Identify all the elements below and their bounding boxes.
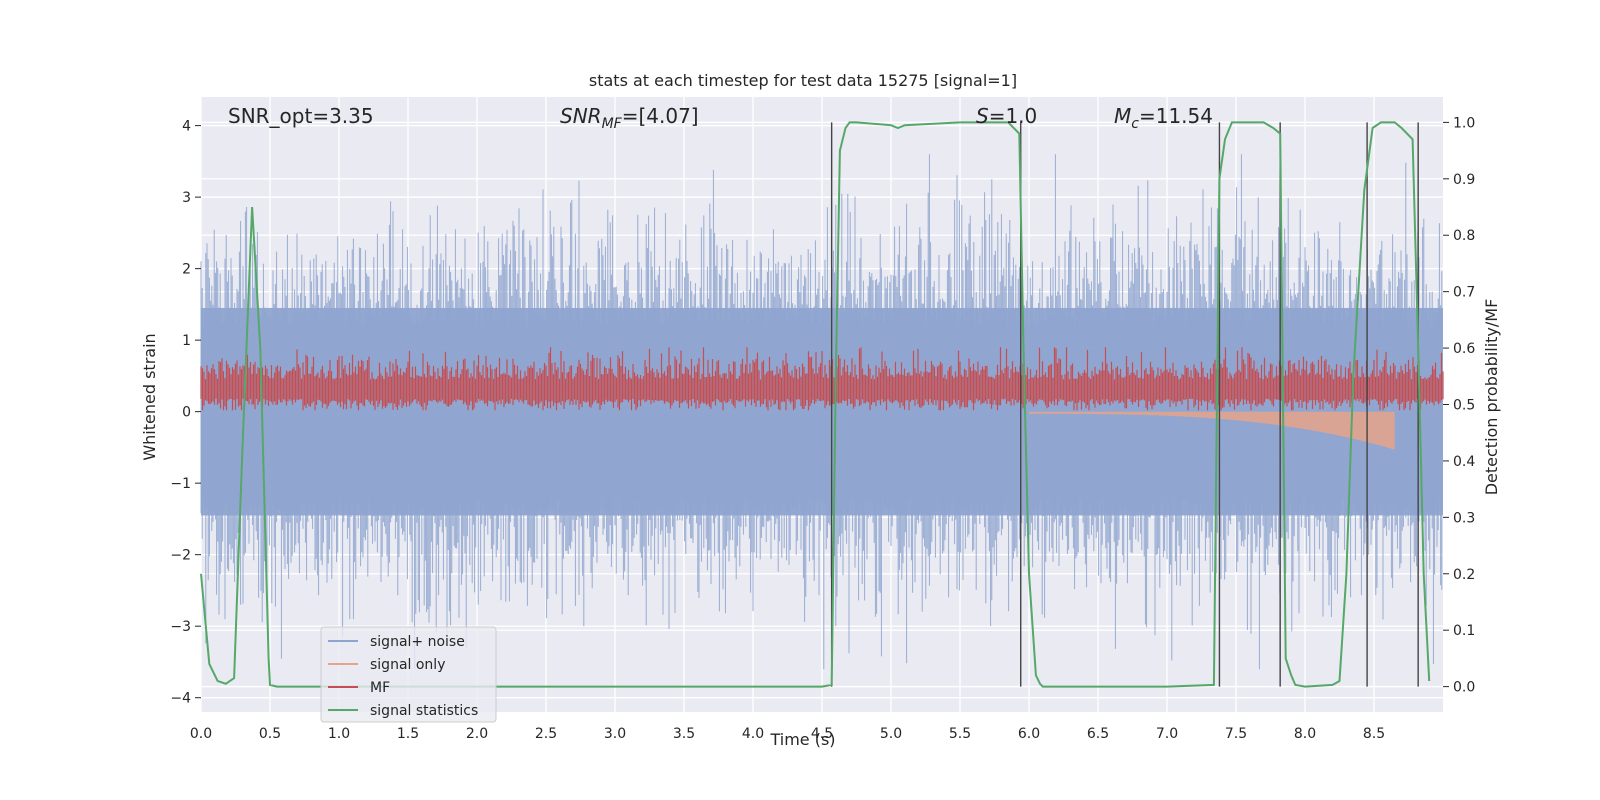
annotation-s-main: S <box>976 104 989 128</box>
y2-tick-label: 0.3 <box>1453 510 1475 526</box>
y-axis-ticks: −4 −3 −2 −1 0 1 2 3 4 <box>170 119 201 707</box>
signal-statistics-line <box>200 121 1431 688</box>
y2-tick-label: 0.0 <box>1453 680 1475 696</box>
x-tick-label: 8.5 <box>1363 726 1385 742</box>
x-tick-label: 0.0 <box>190 726 212 742</box>
x-tick-label: 0.5 <box>259 726 281 742</box>
x-tick-label: 5.5 <box>949 726 971 742</box>
y2-axis-label: Detection probability/MF <box>1482 299 1501 496</box>
x-tick-label: 1.5 <box>397 726 419 742</box>
signal-only-trace <box>1029 411 1395 450</box>
legend-label: signal only <box>370 657 445 673</box>
legend-entries: signal+ noise signal only MF signal statist… <box>328 634 478 719</box>
x-tick-label: 8.0 <box>1294 726 1316 742</box>
y-axis-label: Whitened strain <box>140 333 159 460</box>
legend-label: signal+ noise <box>370 634 465 650</box>
y2-tick-label: 0.7 <box>1453 285 1475 301</box>
y-tick-label: −4 <box>170 691 191 707</box>
x-axis-ticks: 0.0 0.5 1.0 1.5 2.0 2.5 3.0 3.5 4.0 4.5 5.0 5.5 6.0 6… <box>190 726 1385 742</box>
legend-label: signal statistics <box>370 703 478 719</box>
x-tick-label: 2.5 <box>535 726 557 742</box>
mf-trace <box>200 347 1444 411</box>
x-axis-label: Time (s) <box>769 730 835 749</box>
x-tick-label: 6.5 <box>1087 726 1109 742</box>
y-tick-label: 1 <box>182 333 191 349</box>
annotation-mc-main: M <box>1114 104 1131 128</box>
x-tick-label: 7.5 <box>1225 726 1247 742</box>
x-tick-label: 4.5 <box>811 726 833 742</box>
annotation-snr-mf: SNRMF=[4.07] <box>560 104 699 132</box>
x-tick-label: 5.0 <box>880 726 902 742</box>
x-tick-label: 7.0 <box>1156 726 1178 742</box>
y2-tick-label: 0.5 <box>1453 398 1475 414</box>
annotation-mc-sub: c <box>1131 116 1139 132</box>
series-signal-only <box>1029 411 1395 450</box>
y2-tick-label: 0.2 <box>1453 567 1475 583</box>
x-tick-label: 3.0 <box>604 726 626 742</box>
y2-tick-label: 0.6 <box>1453 341 1475 357</box>
series-mf <box>200 347 1444 411</box>
annotation-snr-mf-main: SNR <box>560 104 602 128</box>
y-tick-label: −1 <box>170 476 191 492</box>
x-tick-label: 3.5 <box>673 726 695 742</box>
annotation-snr-mf-value: =[4.07] <box>622 104 699 128</box>
annotation-mc: Mc=11.54 <box>1114 104 1213 132</box>
legend-label: MF <box>370 680 390 696</box>
y2-tick-label: 0.1 <box>1453 623 1475 639</box>
chart-title: stats at each timestep for test data 152… <box>589 71 1017 90</box>
x-tick-label: 1.0 <box>328 726 350 742</box>
y-tick-label: 3 <box>182 190 191 206</box>
y-tick-label: 2 <box>182 262 191 278</box>
annotation-s-value: =1.0 <box>989 104 1038 128</box>
y-tick-label: 0 <box>182 405 191 421</box>
x-tick-label: 2.0 <box>466 726 488 742</box>
y2-tick-label: 1.0 <box>1453 115 1475 131</box>
annotation-s: S=1.0 <box>976 104 1037 128</box>
y2-tick-label: 0.8 <box>1453 228 1475 244</box>
y-tick-label: 4 <box>182 119 191 135</box>
y-tick-label: −2 <box>170 548 191 564</box>
annotation-snr-mf-sub: MF <box>602 116 623 132</box>
legend-box <box>320 626 497 723</box>
x-tick-label: 4.0 <box>742 726 764 742</box>
noise-band <box>201 307 1443 516</box>
y2-axis-ticks: 0.0 0.1 0.2 0.3 0.4 0.5 0.6 0.7 0.8 0.9 1.0 <box>1443 115 1475 696</box>
x-tick-label: 6.0 <box>1018 726 1040 742</box>
series-signal-statistics <box>200 121 1431 688</box>
annotation-mc-value: =11.54 <box>1139 104 1213 128</box>
legend: signal+ noise signal only MF signal statist… <box>320 626 497 723</box>
y-tick-label: −3 <box>170 619 191 635</box>
series-signal-noise <box>200 154 1443 670</box>
y2-tick-label: 0.4 <box>1453 454 1475 470</box>
annotation-snr-opt: SNR_opt=3.35 <box>228 104 374 128</box>
y2-tick-label: 0.9 <box>1453 172 1475 188</box>
